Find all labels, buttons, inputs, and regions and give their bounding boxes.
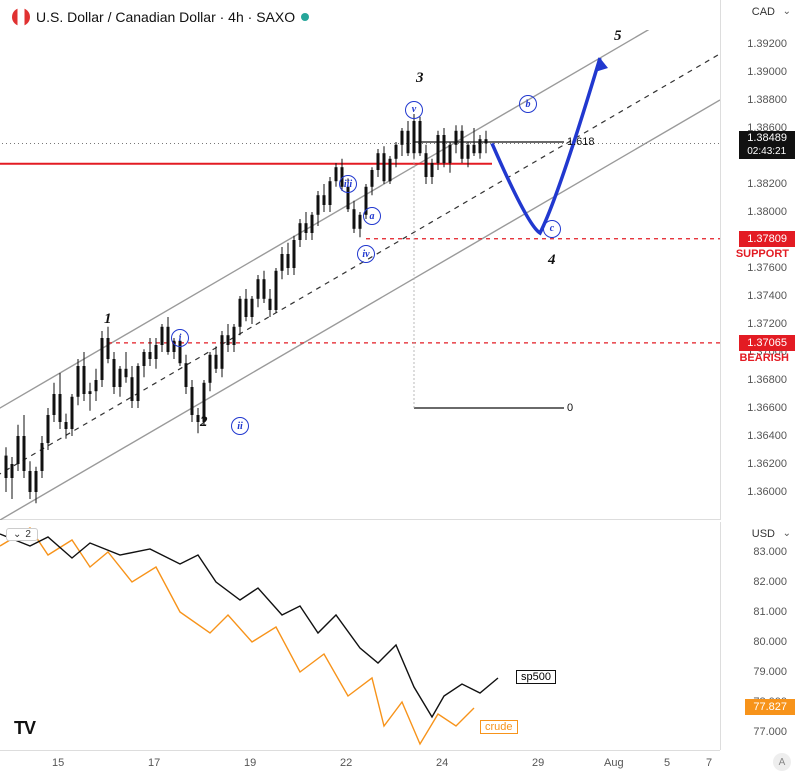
elliott-subwave-label: c xyxy=(543,220,561,238)
elliott-subwave-label: v xyxy=(405,101,423,119)
chart-container: U.S. Dollar / Canadian Dollar · 4h · SAX… xyxy=(0,0,795,775)
x-tick-label: 7 xyxy=(706,757,712,769)
corner-a-button[interactable]: A xyxy=(773,753,791,771)
crude-price-tag: 77.827 xyxy=(745,699,795,715)
symbol-title[interactable]: U.S. Dollar / Canadian Dollar · 4h · SAX… xyxy=(36,9,295,25)
sub-pane-collapse-button[interactable]: ⌄ 2 xyxy=(6,528,38,541)
sub-chart-svg xyxy=(0,522,720,750)
bearish-text: BEARISH xyxy=(739,352,789,364)
y-axis-sub[interactable]: USD ⌄ 83.00082.00081.00080.00079.00078.0… xyxy=(720,522,795,750)
y-tick-label: 1.39000 xyxy=(747,66,787,78)
sub-indicator-pane[interactable] xyxy=(0,522,720,750)
bearish-price-tag: 1.37065 xyxy=(739,335,795,351)
elliott-wave-label: 1 xyxy=(104,311,112,328)
y-axis-main[interactable]: CAD ⌄ 1.392001.390001.388001.386001.3840… xyxy=(720,0,795,520)
support-price-tag: 1.37809 xyxy=(739,231,795,247)
x-tick-label: 22 xyxy=(340,757,352,769)
x-tick-label: 17 xyxy=(148,757,160,769)
support-text: SUPPORT xyxy=(736,248,789,260)
y-tick-label: 1.37200 xyxy=(747,318,787,330)
y-tick-label: 77.000 xyxy=(753,726,787,738)
y-tick-label: 1.37600 xyxy=(747,262,787,274)
y-tick-label: 1.39200 xyxy=(747,38,787,50)
fib-level-label: 1.618 xyxy=(567,136,595,148)
y-tick-label: 1.38800 xyxy=(747,94,787,106)
elliott-subwave-label: i xyxy=(171,329,189,347)
y-tick-label: 1.36800 xyxy=(747,374,787,386)
main-price-pane[interactable] xyxy=(0,30,720,520)
y-tick-label: 1.36400 xyxy=(747,430,787,442)
elliott-wave-label: 4 xyxy=(548,252,556,269)
current-price-tag: 1.3848902:43:21 xyxy=(739,131,795,159)
y-tick-label: 83.000 xyxy=(753,546,787,558)
x-tick-label: 15 xyxy=(52,757,64,769)
y-tick-label: 80.000 xyxy=(753,636,787,648)
elliott-subwave-label: iv xyxy=(357,245,375,263)
y-tick-label: 1.37400 xyxy=(747,290,787,302)
chevron-down-icon: ⌄ xyxy=(13,529,21,540)
y-tick-label: 1.36200 xyxy=(747,458,787,470)
y-tick-label: 81.000 xyxy=(753,606,787,618)
y-tick-label: 1.38000 xyxy=(747,206,787,218)
chevron-down-icon: ⌄ xyxy=(783,528,791,539)
fib-level-label: 0 xyxy=(567,402,573,414)
x-tick-label: 19 xyxy=(244,757,256,769)
y-tick-label: 1.38200 xyxy=(747,178,787,190)
crude-series-label: crude xyxy=(480,720,518,734)
x-tick-label: 29 xyxy=(532,757,544,769)
flag-icon xyxy=(12,8,30,26)
main-chart-svg xyxy=(0,30,720,520)
tradingview-logo-icon: TV xyxy=(14,718,32,739)
sub-badge-text: 2 xyxy=(25,529,31,540)
x-axis[interactable]: 15 17 19 22 24 29 Aug 5 7 xyxy=(0,750,720,775)
y-tick-label: 1.36000 xyxy=(747,486,787,498)
y-tick-label: 1.36600 xyxy=(747,402,787,414)
sp500-series-label: sp500 xyxy=(516,670,556,684)
y-tick-label: 82.000 xyxy=(753,576,787,588)
market-status-icon xyxy=(301,13,309,21)
elliott-wave-label: 3 xyxy=(416,70,424,87)
y-tick-label: 79.000 xyxy=(753,666,787,678)
x-tick-label: 24 xyxy=(436,757,448,769)
x-tick-label: Aug xyxy=(604,757,624,769)
chart-header: U.S. Dollar / Canadian Dollar · 4h · SAX… xyxy=(12,8,309,26)
x-tick-label: 5 xyxy=(664,757,670,769)
chevron-down-icon: ⌄ xyxy=(783,6,791,17)
elliott-wave-label: 5 xyxy=(614,28,622,45)
elliott-wave-label: 2 xyxy=(200,414,208,431)
elliott-subwave-label: iii xyxy=(339,175,357,193)
